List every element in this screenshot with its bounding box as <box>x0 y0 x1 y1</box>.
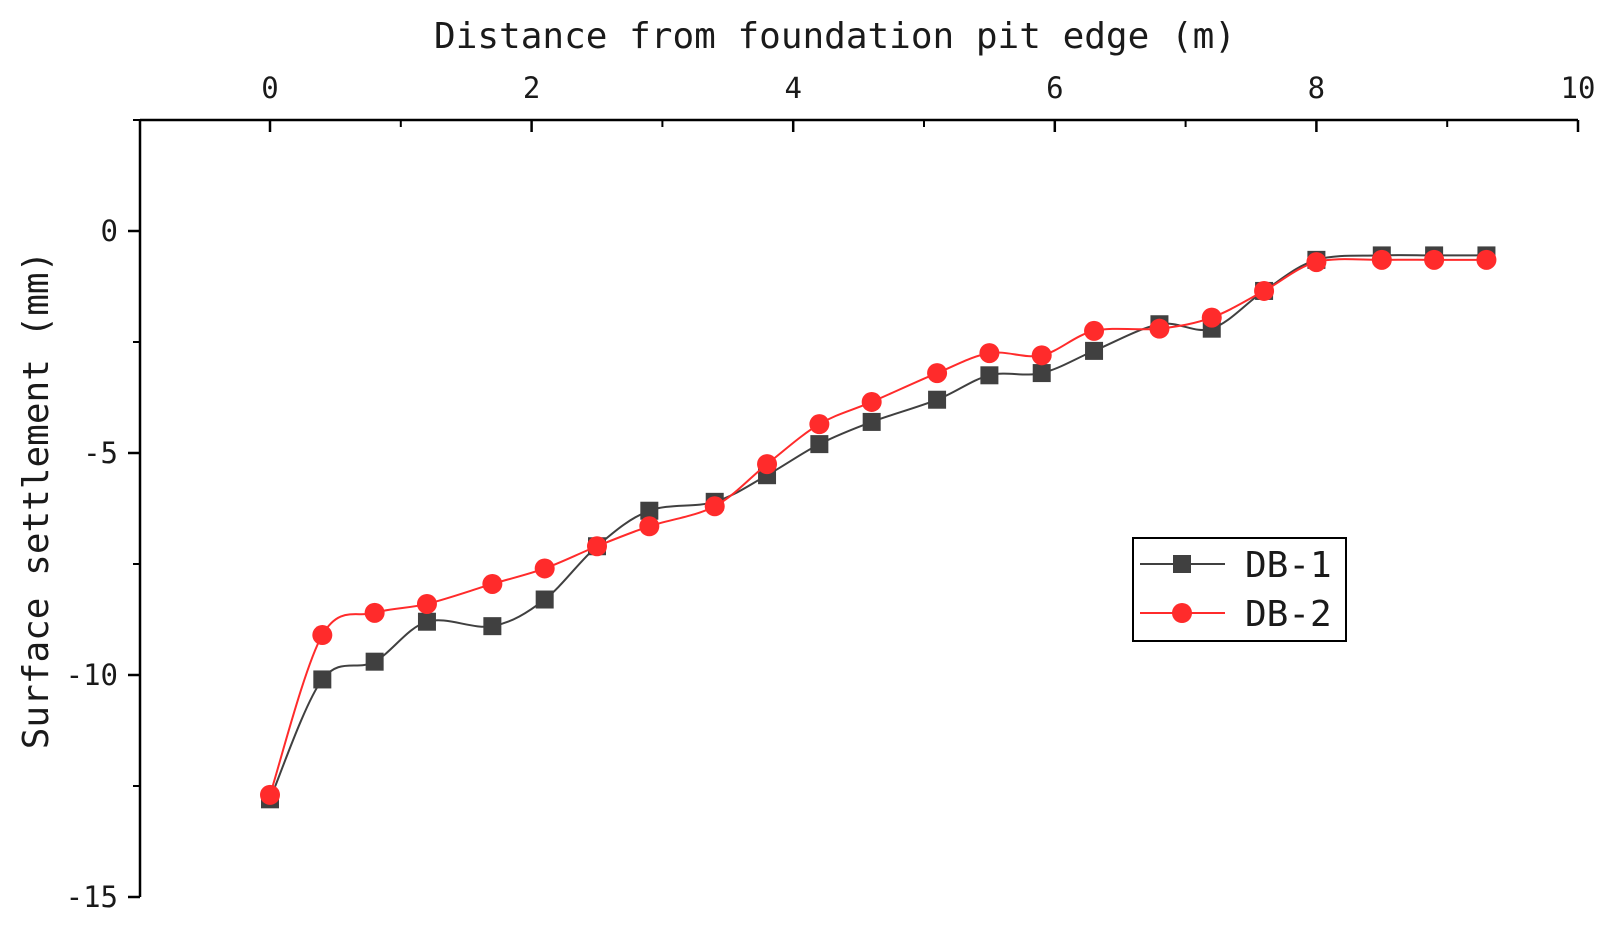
axes <box>138 118 1578 897</box>
series-db-2 <box>260 249 1497 805</box>
x-tick-label: 6 <box>1046 71 1063 105</box>
data-point <box>927 363 948 384</box>
data-point <box>640 501 659 520</box>
data-point <box>1085 341 1104 360</box>
y-tick-label: -10 <box>66 658 118 692</box>
data-point <box>587 536 607 557</box>
data-point <box>704 496 725 517</box>
data-point <box>534 558 555 579</box>
data-point <box>1032 364 1051 383</box>
data-point <box>313 670 332 689</box>
data-point <box>809 414 830 435</box>
data-point <box>417 612 436 631</box>
data-point <box>639 516 660 537</box>
legend-marker <box>1173 555 1191 573</box>
data-point <box>365 652 384 671</box>
y-tick-label: -15 <box>66 880 118 914</box>
data-point <box>1031 345 1052 366</box>
data-point <box>861 391 882 412</box>
data-point <box>1149 318 1170 339</box>
series-layer <box>260 246 1497 809</box>
ticks: 0 2 4 6 8 10 0 -5 -10 -15 <box>66 71 1596 914</box>
data-point <box>1084 320 1105 341</box>
x-tick-label: 4 <box>784 71 801 105</box>
data-point <box>862 412 881 431</box>
x-tick-label: 8 <box>1308 71 1325 105</box>
data-point <box>979 343 1000 364</box>
data-point <box>757 454 778 475</box>
series-line <box>269 254 1487 800</box>
data-point <box>1371 249 1392 270</box>
data-point <box>535 590 554 609</box>
x-tick-label: 0 <box>261 71 278 105</box>
series-db-1 <box>261 246 1496 809</box>
legend-label: DB-1 <box>1245 545 1332 586</box>
data-point <box>1254 280 1275 301</box>
data-point <box>1476 249 1497 270</box>
data-point <box>928 390 947 409</box>
legend-box <box>1132 537 1347 642</box>
legend: DB-1 DB-2 <box>1132 537 1347 642</box>
data-point <box>483 617 502 636</box>
data-point <box>980 366 999 385</box>
data-point <box>1306 252 1327 273</box>
y-tick-label: -5 <box>83 436 118 470</box>
legend-label: DB-2 <box>1245 594 1332 635</box>
data-point <box>312 625 333 646</box>
legend-marker <box>1172 603 1192 623</box>
data-point <box>416 593 437 614</box>
x-tick-label: 2 <box>523 71 540 105</box>
data-point <box>1424 249 1445 270</box>
y-tick-label: 0 <box>101 214 118 248</box>
data-point <box>810 435 829 454</box>
x-tick-label: 10 <box>1561 71 1596 105</box>
data-point <box>260 784 280 805</box>
y-axis-title: Surface settlement (mm) <box>16 251 57 750</box>
data-point <box>364 602 385 623</box>
x-axis-title: Distance from foundation pit edge (m) <box>434 16 1236 57</box>
series-line <box>269 258 1487 796</box>
data-point <box>1201 307 1222 328</box>
data-point <box>482 573 503 594</box>
